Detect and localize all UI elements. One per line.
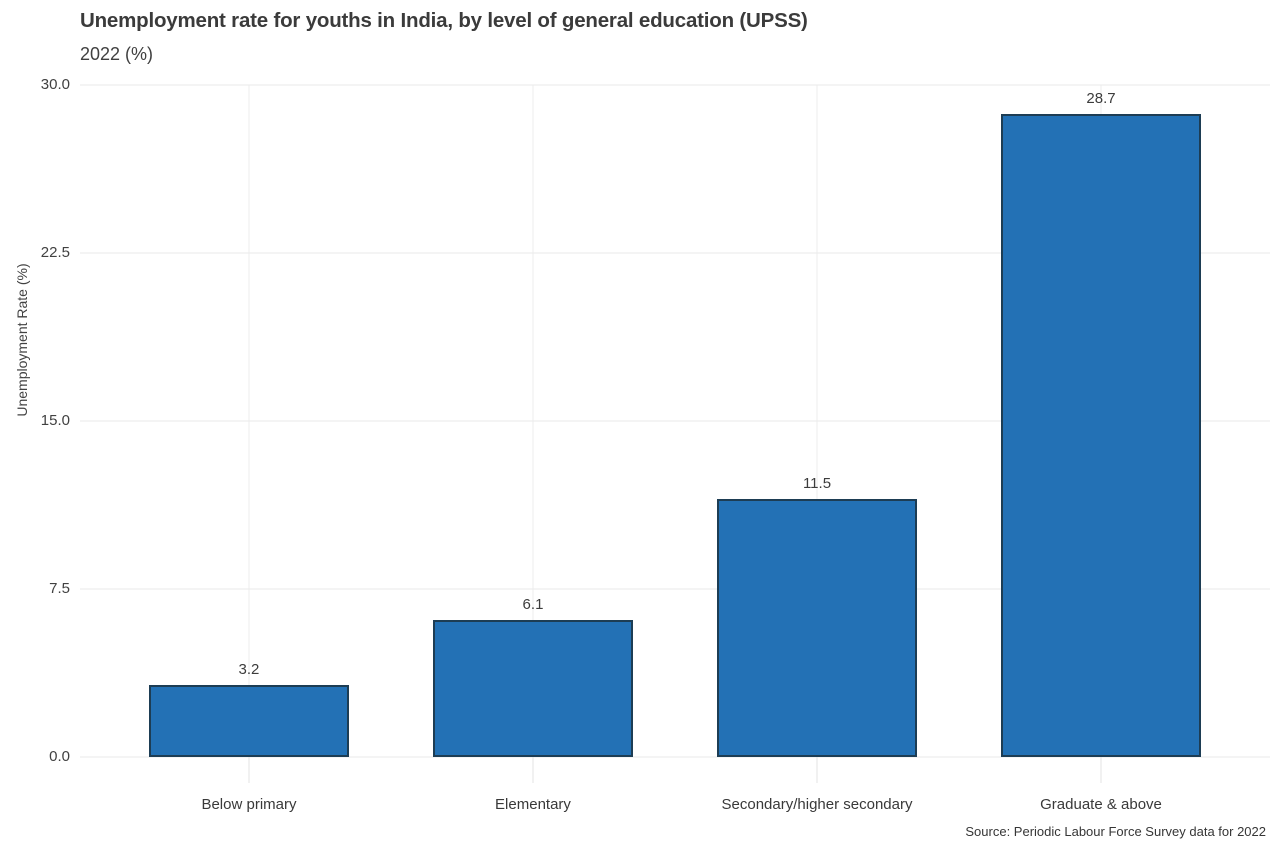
bar	[148, 685, 349, 757]
chart-title: Unemployment rate for youths in India, b…	[80, 9, 808, 32]
grid-line-vertical	[532, 85, 534, 757]
x-axis-category-label: Elementary	[495, 796, 571, 813]
x-axis-tick	[532, 757, 534, 783]
bar-value-label: 11.5	[802, 475, 832, 493]
y-axis-tick-label: 22.5	[40, 244, 70, 261]
grid-line-horizontal	[80, 756, 1270, 758]
y-axis-tick-label: 0.0	[49, 748, 70, 765]
y-axis-tick-label: 7.5	[49, 580, 70, 597]
y-axis-title: Unemployment Rate (%)	[14, 263, 30, 417]
grid-line-horizontal	[80, 252, 1270, 254]
grid-line-horizontal	[80, 420, 1270, 422]
x-axis-category-label: Secondary/higher secondary	[721, 796, 913, 813]
y-axis-tick-label: 15.0	[40, 412, 70, 429]
bar	[1001, 114, 1202, 757]
bar	[432, 620, 633, 757]
y-axis-tick-label: 30.0	[40, 76, 70, 93]
grid-line-horizontal	[80, 588, 1270, 590]
bar-value-label: 3.2	[238, 661, 260, 679]
grid-line-vertical	[816, 85, 818, 757]
x-axis-tick	[248, 757, 250, 783]
grid-line-vertical	[248, 85, 250, 757]
x-axis-category-label: Graduate & above	[1040, 796, 1162, 813]
plot-area: 3.2 Below primary 6.1 Elementary 11.5 Seconda…	[80, 84, 1270, 813]
bar-value-label: 28.7	[1086, 90, 1116, 108]
bar	[717, 499, 917, 757]
source-note: Source: Periodic Labour Force Survey dat…	[965, 824, 1266, 839]
bar-value-label: 6.1	[522, 596, 544, 614]
chart-subtitle: 2022 (%)	[80, 44, 154, 64]
grid-line-horizontal	[80, 84, 1270, 86]
x-axis-category-label: Below primary	[201, 796, 297, 813]
x-axis-tick	[816, 757, 818, 783]
x-axis-tick	[1100, 757, 1102, 783]
